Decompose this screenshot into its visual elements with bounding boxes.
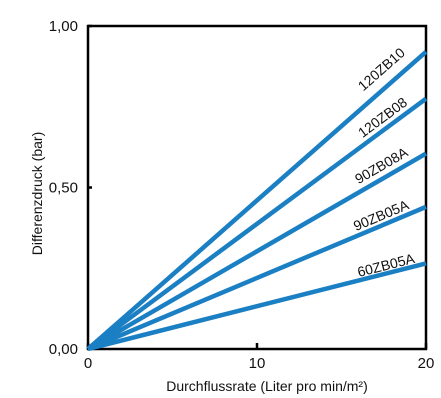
series-line-90zb05a xyxy=(87,204,427,352)
series-line-120zb10 xyxy=(86,50,428,351)
series-line-90zb08a xyxy=(86,151,428,351)
series-lines xyxy=(86,50,428,352)
x-axis-title: Durchflussrate (Liter pro min/m²) xyxy=(166,378,368,394)
y-axis-title: Differenzdruck (bar) xyxy=(29,132,45,255)
x-tick-label: 0 xyxy=(84,355,92,372)
axes: 0,00 0,50 1,00 0 10 20 xyxy=(49,18,435,372)
series-line-60zb05a xyxy=(87,261,427,352)
y-tick-label: 1,00 xyxy=(49,18,78,35)
x-tick-label: 10 xyxy=(249,355,266,372)
x-tick-label: 20 xyxy=(418,355,435,372)
series-label: 120ZB10 xyxy=(355,44,408,94)
series-line-120zb08 xyxy=(86,96,428,351)
y-tick-label: 0,50 xyxy=(49,180,78,197)
y-tick-label: 0,00 xyxy=(49,341,78,358)
